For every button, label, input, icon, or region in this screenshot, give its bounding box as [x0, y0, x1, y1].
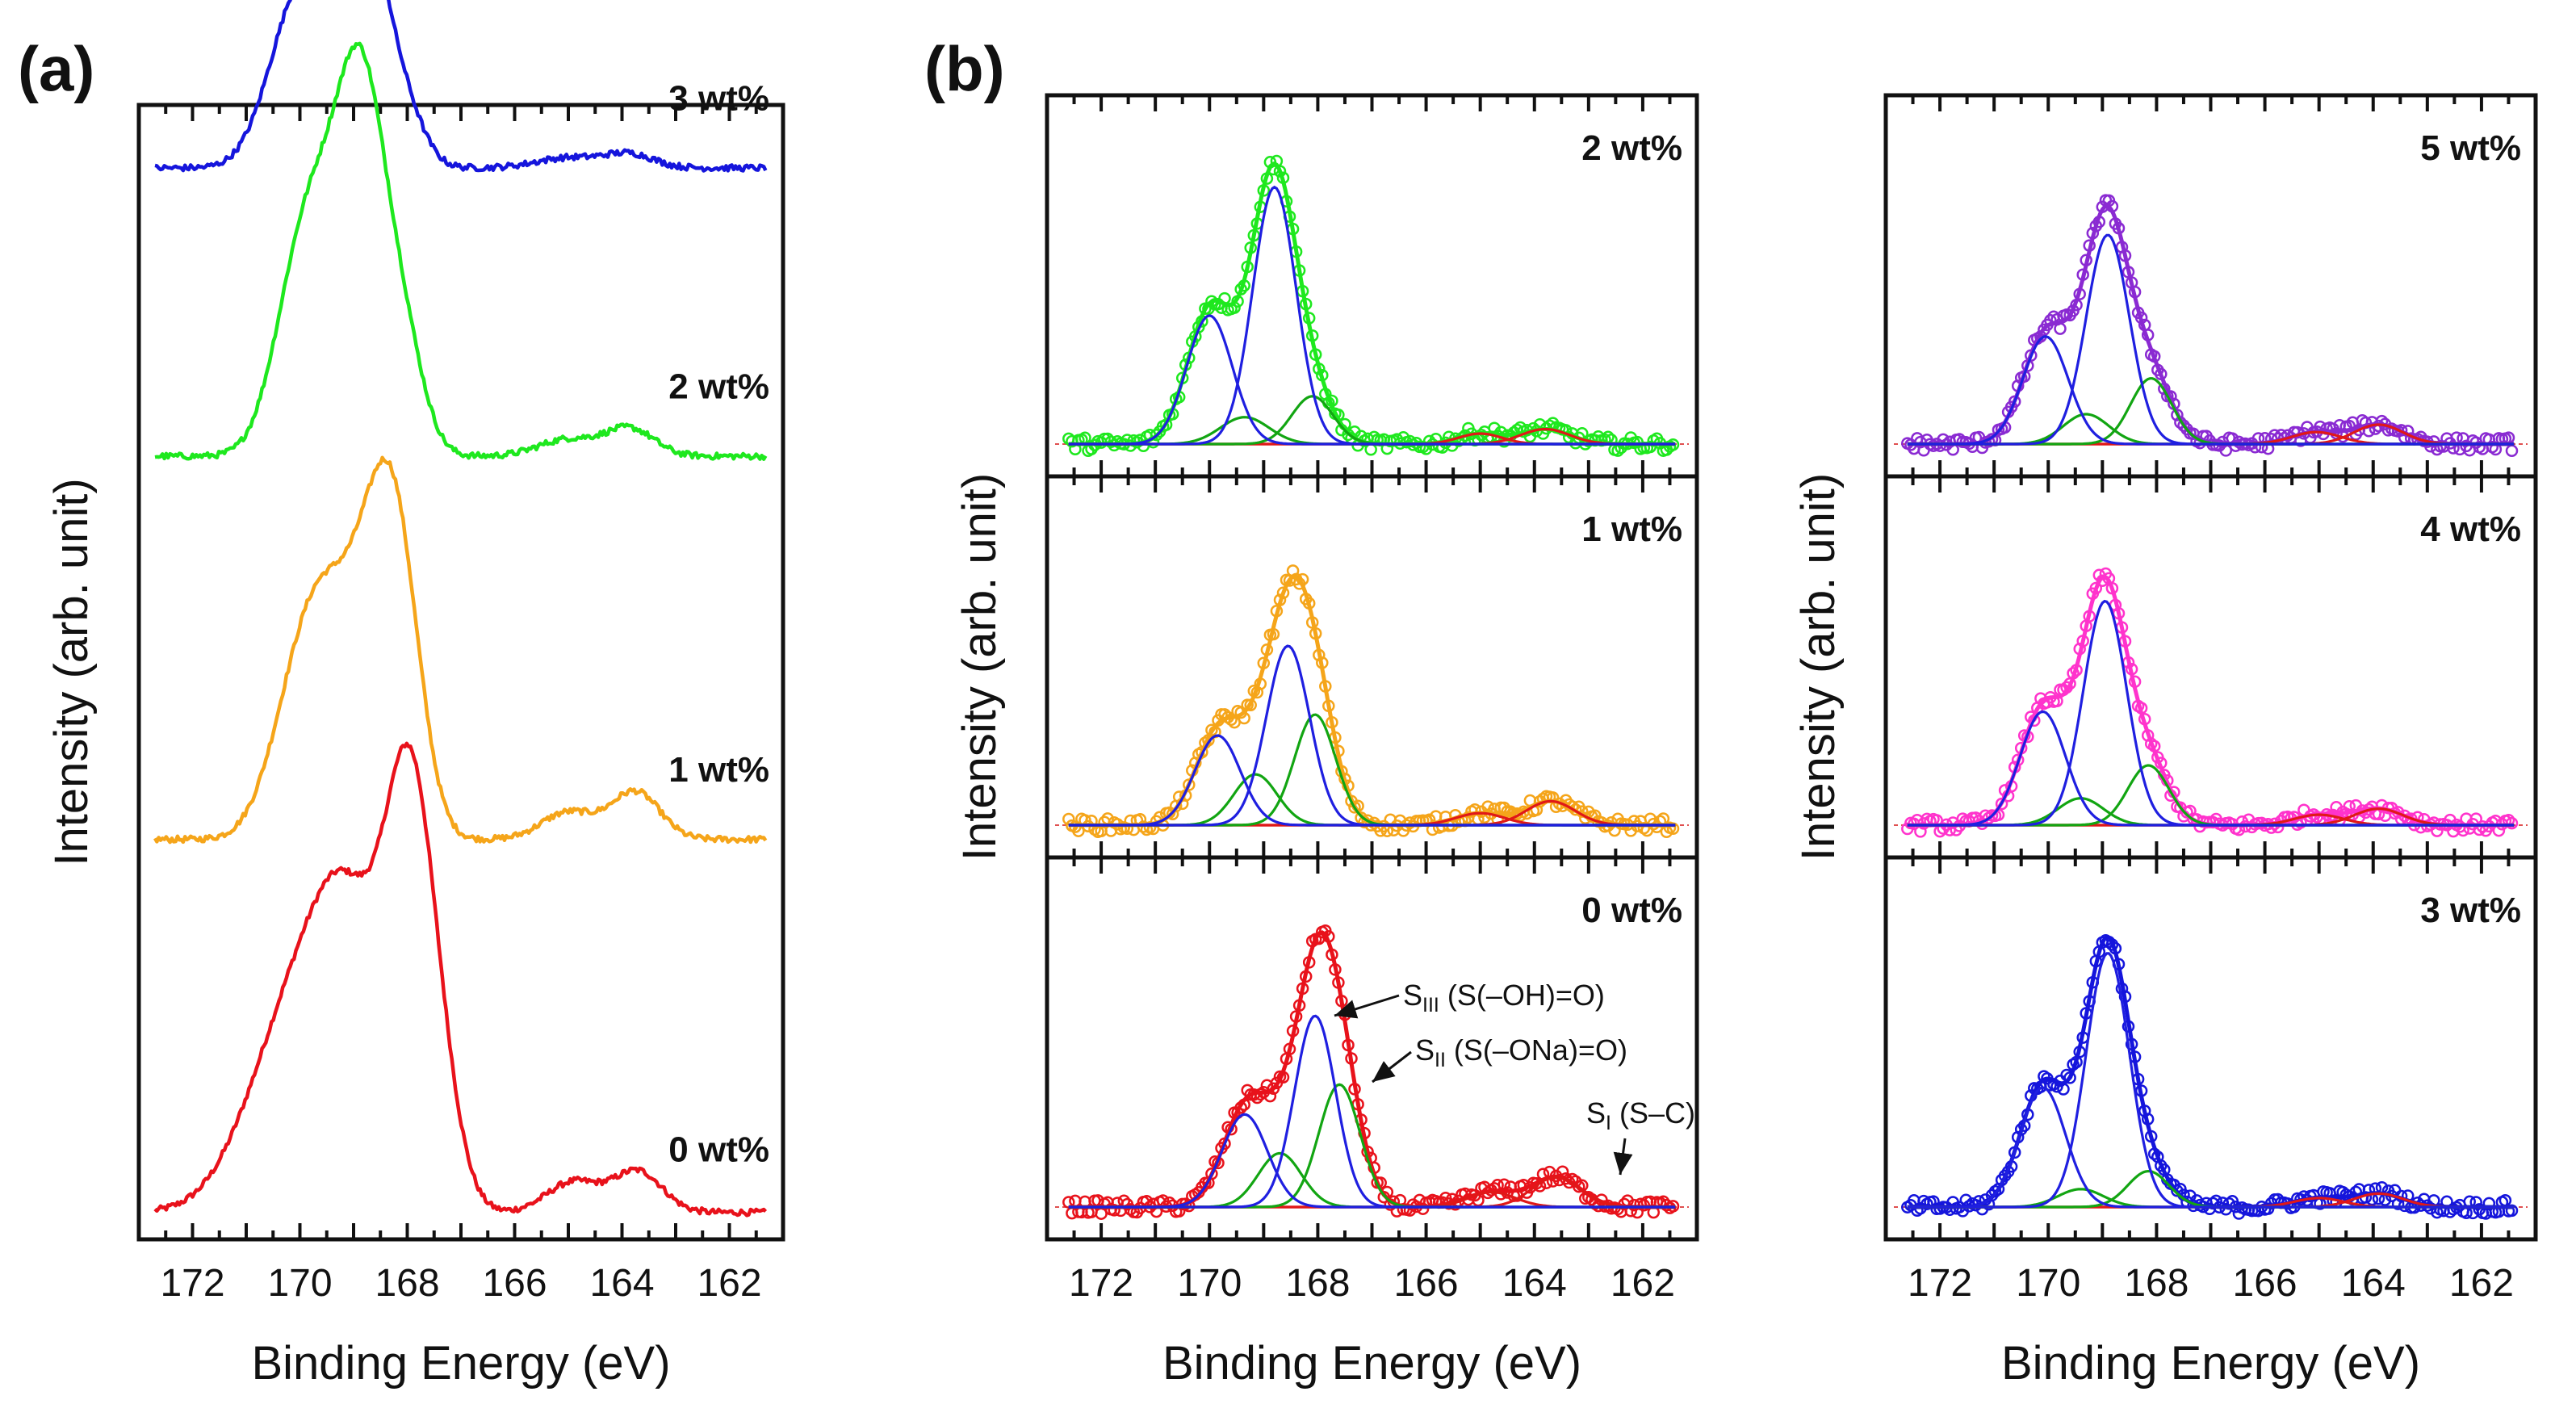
chart-a-tick-label: 164 — [589, 1262, 654, 1305]
annotation-arrow-s2 — [1372, 1050, 1412, 1084]
chart-a-series-1 — [153, 455, 768, 845]
chart-b-right-panel-0: 5 wt% — [1883, 93, 2538, 479]
chart-b-right-tick-label: 162 — [2449, 1262, 2514, 1305]
chart-b-left-panel-0-data-point — [1364, 443, 1377, 456]
chart-b-right-tick-label: 170 — [2016, 1262, 2080, 1305]
chart-b-right-panel-0-label: 5 wt% — [2420, 128, 2521, 168]
panel-label-a: (a) — [18, 33, 94, 104]
chart-b-right-panel-0-data-point — [2505, 444, 2519, 458]
chart-b-left-panel-0-component-blue-1 — [1068, 185, 1676, 446]
chart-b-left-tick-label: 168 — [1285, 1262, 1350, 1305]
chart-b-right-tick-label: 172 — [1908, 1262, 1972, 1305]
chart-a-x-axis-title: Binding Energy (eV) — [251, 1337, 670, 1390]
chart-b: 2 wt% 1 wt% 0 wt% 172 170 168 166 164 162 Binding… — [953, 93, 2538, 1390]
chart-b-left-panel-1: 1 wt% — [1045, 474, 1699, 860]
chart-b-left-panel-2-envelope — [1068, 930, 1676, 1209]
chart-a-y-axis-title: Intensity (arb. unit) — [45, 478, 98, 866]
chart-b-right-panel-2-data-point — [2063, 1071, 2076, 1084]
chart-b-left-tick-label: 164 — [1502, 1262, 1567, 1305]
chart-a-series-3 — [154, 0, 768, 173]
chart-b-left-tick-label: 170 — [1177, 1262, 1242, 1305]
chart-a: 172 170 168 166 164 162 Binding Energy (eV) Int… — [45, 0, 785, 1390]
chart-b-left-panel-2-component-blue-1 — [1068, 1014, 1676, 1209]
chart-a-series-label-3: 3 wt% — [668, 79, 769, 119]
chart-b-left-panel-0-data-point — [1079, 431, 1091, 445]
chart-b-right-panel-2-component-blue-0 — [1907, 1086, 2515, 1209]
chart-b-right-panel-1-component-blue-0 — [1907, 710, 2515, 827]
chart-b-left-panel-2-label: 0 wt% — [1581, 891, 1682, 930]
chart-b-right-panel-2-component-blue-1 — [1907, 952, 2515, 1209]
chart-b-left-tick-label: 166 — [1394, 1262, 1459, 1305]
chart-b-column-left: 2 wt% 1 wt% 0 wt% 172 170 168 166 164 162 Binding… — [953, 93, 1699, 1390]
chart-b-left-y-axis-title: Intensity (arb. unit) — [953, 473, 1006, 861]
panel-label-b: (b) — [924, 33, 1005, 104]
chart-b-right-tick-label: 168 — [2124, 1262, 2189, 1305]
chart-b-right-panel-2: 3 wt% — [1883, 855, 2538, 1242]
chart-b-right-panel-1: 4 wt% — [1883, 474, 2538, 860]
chart-b-right-y-axis-title: Intensity (arb. unit) — [1792, 473, 1845, 861]
chart-b-right-x-axis-title: Binding Energy (eV) — [2001, 1337, 2420, 1390]
chart-b-left-x-axis-title: Binding Energy (eV) — [1162, 1337, 1581, 1390]
chart-b-right-panel-1-envelope — [1907, 574, 2515, 828]
chart-b-left-panel-2-data-point — [1205, 1167, 1218, 1180]
chart-a-series-2 — [154, 41, 768, 461]
chart-b-right-panel-1-label: 4 wt% — [2420, 509, 2521, 549]
chart-b-right-tick-label: 166 — [2233, 1262, 2297, 1305]
chart-b-left-panel-1-label: 1 wt% — [1581, 509, 1682, 549]
chart-a-frame — [136, 103, 785, 1242]
annotation-arrow-s3 — [1334, 994, 1400, 1019]
chart-a-tick-label: 168 — [375, 1262, 439, 1305]
chart-b-right-panel-2-envelope — [1907, 935, 2515, 1209]
chart-b-left-panel-1-component-blue-1 — [1068, 644, 1676, 827]
chart-b-right-panel-0-data-point — [2054, 322, 2067, 335]
chart-a-tick-label: 172 — [160, 1262, 224, 1305]
chart-b-right-panel-2-data-point — [2209, 1194, 2222, 1208]
chart-b-left-panel-0-component-blue-0 — [1068, 314, 1676, 446]
chart-b-left-panel-2-data-point — [1108, 1204, 1120, 1217]
chart-a-tick-label: 166 — [482, 1262, 547, 1305]
chart-a-series-label-2: 2 wt% — [668, 367, 769, 407]
chart-a-series-label-1: 1 wt% — [668, 750, 769, 790]
chart-b-right-panel-1-data-point — [1995, 797, 2008, 811]
chart-b-left-panel-1-envelope — [1068, 574, 1676, 828]
chart-b-right-panel-0-envelope — [1907, 203, 2515, 446]
chart-b-column-right: 5 wt% 4 wt% 3 wt% 172 170 168 166 164 162 Binding… — [1792, 93, 2538, 1390]
chart-b-left-panel-0-data-point — [1150, 428, 1163, 442]
chart-a-tick-label: 162 — [697, 1262, 761, 1305]
chart-b-right-tick-label: 164 — [2341, 1262, 2406, 1305]
chart-b-left-panel-0-envelope — [1068, 161, 1676, 446]
annotation-s2: SII (S(–ONa)=O) — [1415, 1033, 1627, 1071]
chart-b-right-panel-0-component-blue-1 — [1907, 233, 2515, 446]
annotation-s3: SIII (S(–OH)=O) — [1403, 979, 1605, 1016]
annotation-arrow-s1 — [1613, 1138, 1633, 1176]
chart-a-series-0 — [153, 741, 768, 1218]
chart-b-left-tick-label: 172 — [1069, 1262, 1133, 1305]
chart-b-left-panel-0: 2 wt% — [1045, 93, 1699, 479]
chart-a-series-label-0: 0 wt% — [668, 1130, 769, 1170]
chart-a-tick-label: 170 — [267, 1262, 332, 1305]
chart-b-right-panel-2-data-point — [2499, 1193, 2512, 1207]
chart-b-left-tick-label: 162 — [1611, 1262, 1675, 1305]
chart-b-left-panel-2: 0 wt% — [1045, 855, 1699, 1242]
annotations: SIII (S(–OH)=O) SII (S(–ONa)=O) SI (S–C) — [1334, 979, 1695, 1176]
chart-b-left-panel-0-data-point — [1403, 434, 1417, 448]
chart-b-right-panel-2-label: 3 wt% — [2420, 891, 2521, 930]
chart-b-right-panel-1-component-blue-1 — [1907, 599, 2515, 827]
chart-b-left-panel-0-label: 2 wt% — [1581, 128, 1682, 168]
annotation-s1: SI (S–C) — [1586, 1096, 1695, 1134]
chart-b-right-panel-0-component-blue-0 — [1907, 335, 2515, 446]
chart-b-right-panel-0-data-point — [2177, 419, 2190, 432]
